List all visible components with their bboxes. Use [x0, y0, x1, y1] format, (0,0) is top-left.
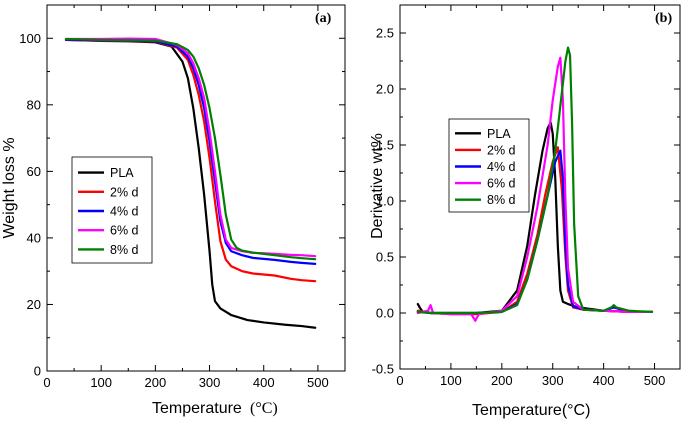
y-tick-label: 2.5: [376, 26, 394, 41]
x-tick-label: 500: [644, 373, 666, 388]
x-tick-label: 0: [396, 373, 403, 388]
x-tick-label: 300: [542, 373, 564, 388]
plot-frame: [399, 4, 681, 370]
y-tick-label: -0.5: [372, 362, 394, 377]
legend-label: 2% d: [110, 185, 139, 199]
x-tick-label: 500: [307, 375, 329, 390]
x-tick-label: 100: [440, 373, 462, 388]
x-axis-title: Temperature(°C): [472, 402, 590, 419]
legend-label: 4% d: [487, 160, 516, 174]
y-axis-title: Derivative wt%: [369, 133, 386, 239]
legend-label: 4% d: [110, 205, 139, 219]
x-axis-title-text: Temperature: [472, 402, 562, 419]
y-axis-title: Weight loss %: [1, 137, 18, 238]
y-tick-label: 0: [34, 364, 41, 379]
legend-label: 6% d: [110, 224, 139, 238]
y-tick-label: 0.0: [376, 306, 394, 321]
legend: PLA 2% d 4% d 6% d 8% d: [448, 118, 530, 213]
x-tick-label: 200: [491, 373, 513, 388]
series-line-4d: [64, 38, 317, 265]
y-tick-label: 60: [27, 164, 41, 179]
x-tick-label: 400: [253, 375, 275, 390]
series-line-8d: [64, 37, 317, 261]
legend-label: 6% d: [487, 177, 516, 191]
legend-label: 8% d: [110, 243, 139, 257]
y-tick-label: 40: [27, 230, 41, 245]
y-tick-label: 2.0: [376, 82, 394, 97]
x-axis-unit: (°C): [250, 400, 278, 417]
x-tick-label: 0: [43, 375, 50, 390]
x-axis-unit: (°C): [562, 402, 591, 419]
legend: PLA 2% d 4% d 6% d 8% d: [71, 156, 153, 264]
y-tick-label: 20: [27, 297, 41, 312]
legend-label: 8% d: [487, 193, 516, 207]
series-line-6d: [416, 56, 654, 322]
y-tick-label: 0.5: [376, 250, 394, 265]
y-tick-label: 80: [27, 97, 41, 112]
legend-label: 2% d: [487, 143, 516, 157]
x-tick-label: 300: [199, 375, 221, 390]
series-line-8d: [416, 46, 654, 315]
legend-label: PLA: [487, 127, 511, 141]
panel-label: (a): [315, 11, 332, 26]
legend-label: PLA: [110, 166, 134, 180]
x-tick-label: 400: [593, 373, 615, 388]
panel-label: (b): [655, 11, 672, 26]
chart-panel-a: 0 100 200 300 400 500 0 20 40 60 80 100 PLA 2% d 4% d 6…: [1, 4, 346, 417]
x-tick-label: 100: [90, 375, 112, 390]
series-group: [416, 46, 654, 322]
y-tick-label: 1.0: [376, 194, 394, 209]
y-tick-label: 1.5: [376, 138, 394, 153]
x-tick-label: 200: [145, 375, 167, 390]
x-axis-title: Temperature: [152, 400, 242, 417]
plot-frame: [46, 4, 346, 372]
chart-panel-b: 0 100 200 300 400 500 -0.5 0.0 0.5 1.0 1.5 2.0 2.5 PL…: [369, 4, 681, 419]
y-tick-label: 100: [19, 31, 41, 46]
series-group: [64, 37, 317, 329]
